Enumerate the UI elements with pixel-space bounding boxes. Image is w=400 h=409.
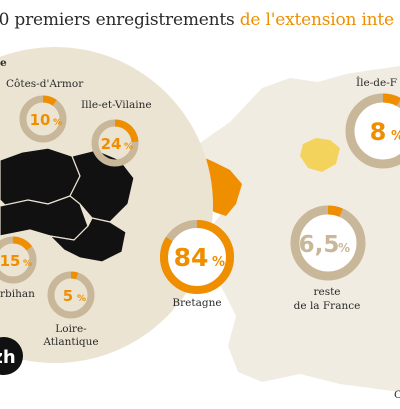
pct-sign: %	[53, 118, 62, 128]
pct-sign: %	[338, 241, 350, 255]
pct-sign: %	[77, 294, 86, 304]
title-part-1: 00 premiers enregistrements	[0, 10, 235, 30]
partial-letter: e	[0, 57, 7, 69]
donut-ille-et-vilaine: 24 %	[91, 119, 139, 167]
label-loire-line1: Loire-	[55, 323, 87, 335]
label-ille-et-vilaine: Ille-et-Vilaine	[81, 99, 152, 111]
donut-reste-france: 6,5 %	[290, 205, 366, 281]
pct-sign: %	[391, 129, 400, 144]
donut-cotes-darmor: 10 %	[19, 95, 67, 143]
donut-bretagne: 84 %	[160, 220, 234, 294]
pct-sign: %	[124, 142, 133, 152]
logo-text: zh	[0, 347, 16, 368]
idf-region	[300, 138, 340, 172]
label-reste-line2: de la France	[294, 300, 361, 312]
donut-value-cotes-darmor: 10	[30, 111, 51, 129]
donut-value-reste-france: 6,5	[299, 232, 340, 258]
pct-sign: %	[212, 255, 225, 270]
label-cotes-darmor: Côtes-d'Armor	[6, 78, 84, 90]
label-bretagne: Bretagne	[172, 297, 221, 309]
source-label: C	[394, 389, 400, 401]
logo-badge	[0, 337, 23, 375]
donut-loire-atlantique: 5 %	[47, 271, 95, 319]
label-idf: Île-de-F	[356, 75, 397, 89]
brittany-departments	[0, 147, 135, 263]
title-part-2: de l'extension inte	[239, 10, 394, 30]
donut-value-idf: 8	[370, 118, 387, 146]
donut-morbihan: 15 %	[0, 236, 37, 284]
pct-sign: %	[23, 259, 32, 269]
chart-title: 00 premiers enregistrements de l'extensi…	[0, 10, 394, 30]
donut-value-bretagne: 84	[174, 243, 209, 272]
label-reste-line1: reste	[313, 286, 340, 298]
label-loire-line2: Atlantique	[42, 336, 98, 348]
france-map	[180, 66, 400, 392]
donut-idf: 8 %	[345, 93, 400, 169]
donut-value-morbihan: 15	[0, 252, 20, 270]
donut-value-loire-atlantique: 5	[63, 287, 73, 305]
label-morbihan: rbihan	[0, 288, 35, 300]
donut-value-ille-et-vilaine: 24	[101, 135, 122, 153]
